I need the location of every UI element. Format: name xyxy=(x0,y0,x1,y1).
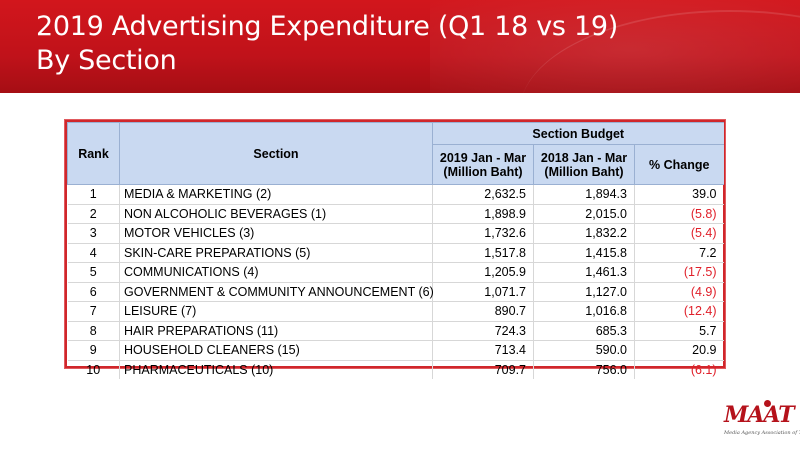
budget-2019-cell: 1,732.6 xyxy=(432,223,534,244)
rank-cell: 8 xyxy=(67,321,120,341)
budget-table-frame: Rank Section Section Budget 2019 Jan - M… xyxy=(65,120,725,379)
change-cell: (6.1) xyxy=(690,362,717,377)
rank-cell: 3 xyxy=(67,223,120,244)
section-cell: NON ALCOHOLIC BEVERAGES (1) xyxy=(119,204,433,224)
rank-cell: 4 xyxy=(67,243,120,263)
change-cell: (5.8) xyxy=(634,204,724,224)
budget-2018-cell: 2,015.0 xyxy=(533,204,635,224)
rank-cell: 6 xyxy=(67,282,120,302)
table-row: 2 NON ALCOHOLIC BEVERAGES (1) 1,898.9 2,015… xyxy=(67,204,724,224)
header-section: Section xyxy=(119,122,433,185)
budget-table: Rank Section Section Budget 2019 Jan - M… xyxy=(67,122,724,379)
budget-2018-cell: 1,016.8 xyxy=(533,301,635,322)
table-row: 3 MOTOR VEHICLES (3) 1,732.6 1,832.2 (5.4) xyxy=(67,223,724,244)
header-section-budget: Section Budget xyxy=(431,122,724,145)
section-cell: HAIR PREPARATIONS (11) xyxy=(119,321,433,341)
header-2019: 2019 Jan - Mar (Million Baht) xyxy=(432,144,534,185)
budget-2018-cell: 1,832.2 xyxy=(533,223,635,244)
budget-2019-cell: 724.3 xyxy=(432,321,534,341)
header-rank: Rank xyxy=(67,122,120,185)
table-row: 4 SKIN-CARE PREPARATIONS (5) 1,517.8 1,415.… xyxy=(67,243,724,263)
section-cell: HOUSEHOLD CLEANERS (15) xyxy=(119,340,433,361)
change-cell: 39.0 xyxy=(634,184,724,205)
header-2019-line2: (Million Baht) xyxy=(443,164,523,179)
section-cell: SKIN-CARE PREPARATIONS (5) xyxy=(119,243,433,263)
section-cell: LEISURE (7) xyxy=(119,301,433,322)
section-cell: COMMUNICATIONS (4) xyxy=(119,262,433,283)
logo-subtitle: Media Agency Association of Thailand xyxy=(724,430,800,436)
rank-cell: 2 xyxy=(67,204,120,224)
table-row: 5 COMMUNICATIONS (4) 1,205.9 1,461.3 (17.5) xyxy=(67,262,724,283)
rank-cell: 9 xyxy=(67,340,120,361)
budget-2018-cell: 1,127.0 xyxy=(533,282,635,302)
change-cell: (5.4) xyxy=(634,223,724,244)
slide-title-line2: By Section xyxy=(36,45,177,76)
budget-2019-cell: 890.7 xyxy=(432,301,534,322)
title-banner: 2019 Advertising Expenditure (Q1 18 vs 1… xyxy=(0,0,800,93)
section-cell: GOVERNMENT & COMMUNITY ANNOUNCEMENT (6) xyxy=(119,282,434,302)
budget-2018-cell: 756.0 xyxy=(533,360,635,379)
maat-logo: MAAT Media Agency Association of Thailan… xyxy=(724,400,800,446)
table-row: 6 GOVERNMENT & COMMUNITY ANNOUNCEMENT (6)… xyxy=(67,282,724,302)
budget-2018-cell: 1,461.3 xyxy=(533,262,635,283)
budget-2019-cell: 1,205.9 xyxy=(432,262,534,283)
table-row: 8 HAIR PREPARATIONS (11) 724.3 685.3 5.7 xyxy=(67,321,724,341)
table-row: 1 MEDIA & MARKETING (2) 2,632.5 1,894.3 39.0 xyxy=(67,184,724,205)
section-cell: MEDIA & MARKETING (2) xyxy=(119,184,433,205)
logo-letters: MAAT xyxy=(724,402,795,428)
change-cell: 7.2 xyxy=(634,243,724,263)
rank-cell: 1 xyxy=(67,184,120,205)
section-cell: PHARMACEUTICALS (10) xyxy=(119,360,433,379)
budget-2019-cell: 713.4 xyxy=(432,340,534,361)
budget-2018-cell: 590.0 xyxy=(533,340,635,361)
change-cell: (4.9) xyxy=(634,282,724,302)
budget-2019-cell: 2,632.5 xyxy=(432,184,534,205)
header-change: % Change xyxy=(633,144,724,185)
rank-cell: 5 xyxy=(67,262,120,283)
header-2019-line1: 2019 Jan - Mar xyxy=(439,150,527,165)
budget-2019-cell: 1,071.7 xyxy=(432,282,534,302)
logo-dot xyxy=(764,400,771,407)
budget-2018-cell: 685.3 xyxy=(533,321,635,341)
table-row: 9 HOUSEHOLD CLEANERS (15) 713.4 590.0 20.9 xyxy=(67,340,724,361)
table-row: 7 LEISURE (7) 890.7 1,016.8 (12.4) xyxy=(67,301,724,322)
header-2018: 2018 Jan - Mar (Million Baht) xyxy=(533,144,635,185)
change-cell: (17.5) xyxy=(634,262,724,283)
budget-2018-cell: 1,415.8 xyxy=(533,243,635,263)
budget-2019-cell: 1,517.8 xyxy=(432,243,534,263)
rank-cell: 10 xyxy=(67,360,120,379)
change-cell: 5.7 xyxy=(634,321,724,341)
change-cell: 20.9 xyxy=(634,340,724,361)
rank-cell: 7 xyxy=(67,301,120,322)
section-cell: MOTOR VEHICLES (3) xyxy=(119,223,433,244)
header-2018-line2: (Million Baht) xyxy=(544,164,624,179)
slide-title-line1: 2019 Advertising Expenditure (Q1 18 vs 1… xyxy=(36,11,618,42)
budget-2019-cell: 709.7 xyxy=(432,360,534,379)
budget-2019-cell: 1,898.9 xyxy=(432,204,534,224)
budget-2018-cell: 1,894.3 xyxy=(533,184,635,205)
table-row: 10 PHARMACEUTICALS (10) 709.7 756.0 (6.1) xyxy=(67,360,724,379)
slide-title: 2019 Advertising Expenditure (Q1 18 vs 1… xyxy=(36,10,618,78)
header-2018-line1: 2018 Jan - Mar xyxy=(540,150,628,165)
change-cell: (12.4) xyxy=(634,301,724,322)
